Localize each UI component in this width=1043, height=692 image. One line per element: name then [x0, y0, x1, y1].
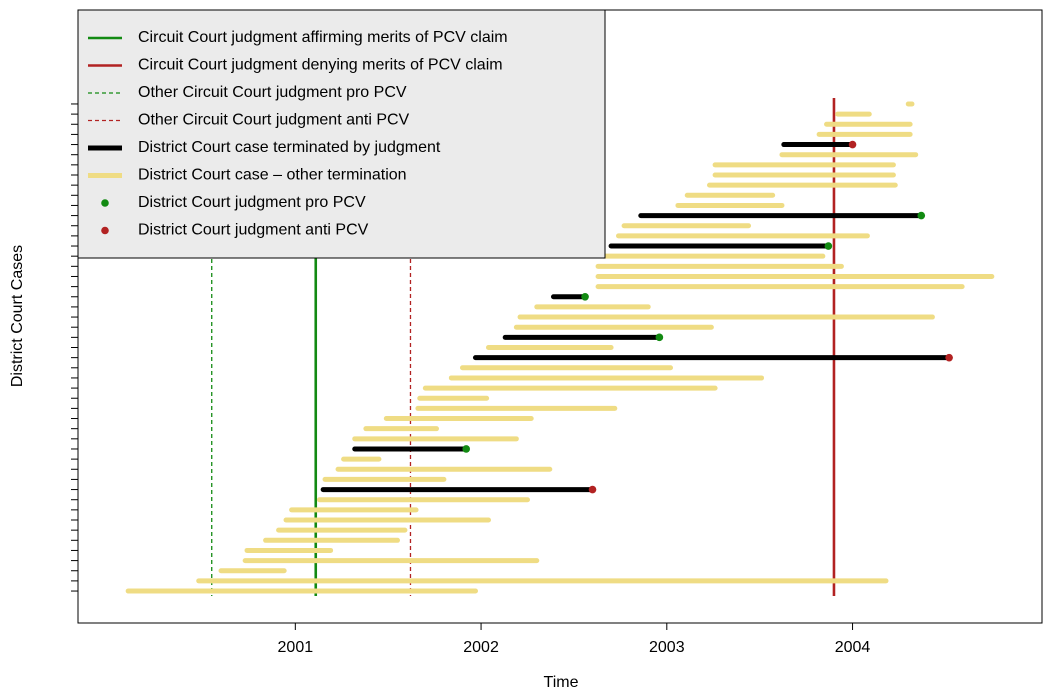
x-tick-label: 2003	[649, 639, 685, 656]
judgment-point	[945, 353, 953, 362]
legend-label: Other Circuit Court judgment pro PCV	[138, 84, 407, 101]
legend-label: Circuit Court judgment affirming merits …	[138, 29, 508, 46]
x-tick-label: 2002	[463, 639, 499, 656]
judgment-point	[824, 242, 833, 250]
legend-swatch	[101, 199, 109, 207]
judgment-point	[588, 485, 597, 494]
legend-label: District Court case – other termination	[138, 167, 407, 184]
legend-swatch	[101, 226, 109, 235]
judgment-point	[848, 140, 857, 149]
y-axis-label: District Court Cases	[9, 245, 26, 387]
legend-box	[77, 9, 606, 259]
judgment-point	[655, 333, 664, 342]
legend-label: Other Circuit Court judgment anti PCV	[138, 112, 410, 129]
legend: Circuit Court judgment affirming merits …	[77, 9, 606, 259]
x-axis-label: Time	[544, 674, 579, 691]
x-tick-label: 2001	[278, 639, 314, 656]
legend-label: Circuit Court judgment denying merits of…	[138, 57, 503, 74]
judgment-point	[462, 445, 471, 453]
x-tick-label: 2004	[835, 639, 871, 656]
judgment-point	[581, 292, 589, 301]
legend-label: District Court judgment anti PCV	[138, 222, 369, 239]
legend-label: District Court judgment pro PCV	[138, 194, 366, 211]
legend-label: District Court case terminated by judgme…	[138, 139, 441, 156]
judgment-point	[917, 211, 926, 220]
